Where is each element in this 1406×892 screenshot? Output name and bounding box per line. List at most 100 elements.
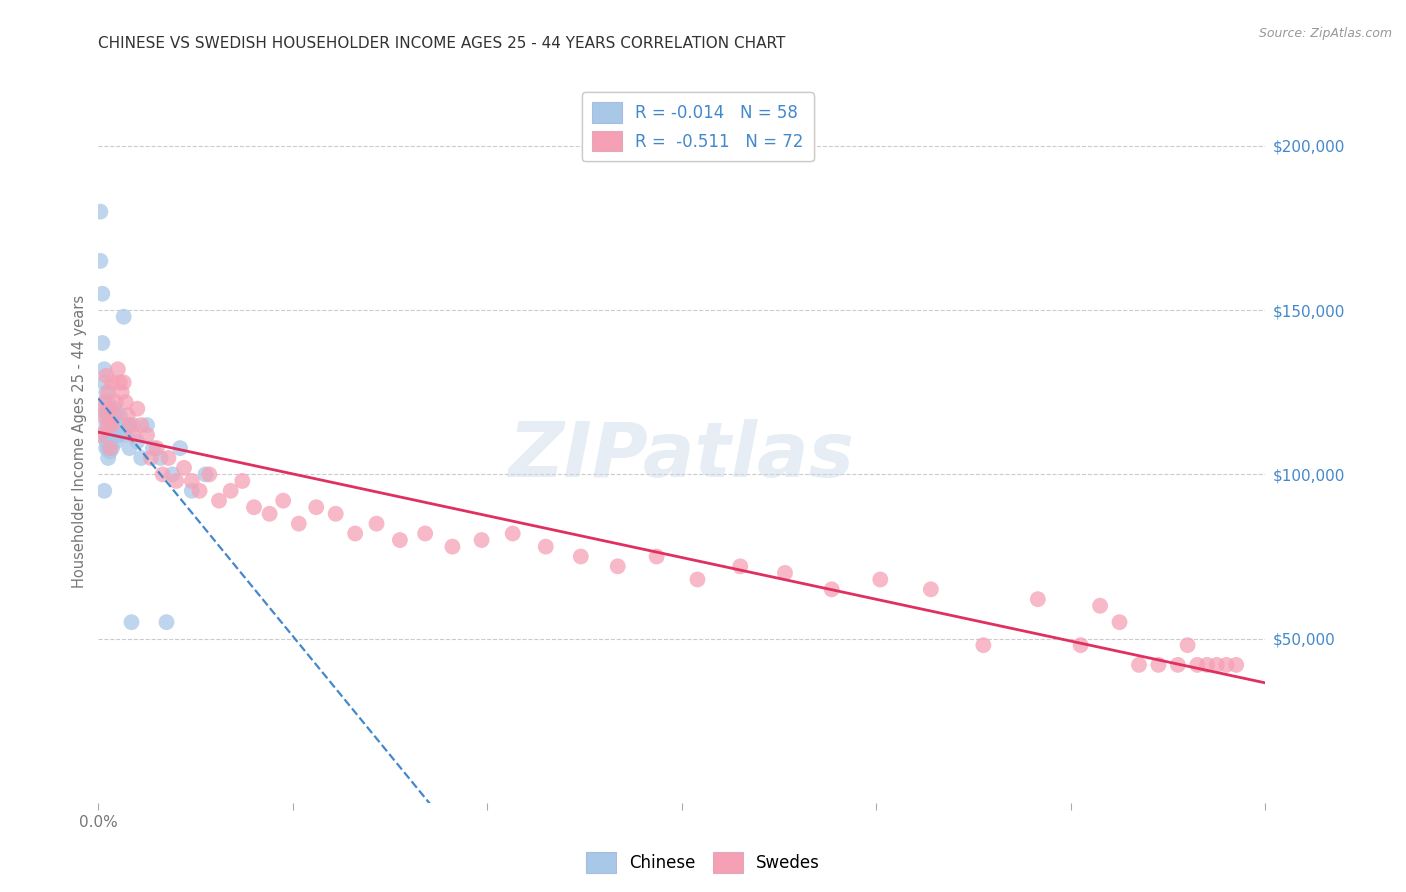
Point — [122, 418, 145, 433]
Point — [259, 507, 281, 521]
Point — [366, 516, 388, 531]
Point — [1167, 657, 1189, 672]
Point — [149, 450, 172, 465]
Point — [98, 441, 121, 455]
Point — [534, 540, 557, 554]
Point — [127, 401, 149, 416]
Point — [1070, 638, 1092, 652]
Point — [1215, 657, 1237, 672]
Point — [101, 428, 124, 442]
Point — [173, 460, 195, 475]
Point — [208, 493, 231, 508]
Point — [98, 401, 121, 416]
Point — [111, 418, 134, 433]
Point — [93, 376, 115, 390]
Point — [112, 310, 135, 324]
Point — [101, 418, 124, 433]
Point — [96, 368, 118, 383]
Point — [118, 441, 141, 455]
Point — [121, 615, 143, 630]
Point — [231, 474, 253, 488]
Legend: R = -0.014   N = 58, R =  -0.511   N = 72: R = -0.014 N = 58, R = -0.511 N = 72 — [582, 92, 814, 161]
Point — [344, 526, 367, 541]
Text: CHINESE VS SWEDISH HOUSEHOLDER INCOME AGES 25 - 44 YEARS CORRELATION CHART: CHINESE VS SWEDISH HOUSEHOLDER INCOME AG… — [98, 36, 786, 51]
Point — [773, 566, 796, 580]
Point — [136, 418, 159, 433]
Point — [97, 395, 120, 409]
Point — [104, 434, 127, 449]
Point — [730, 559, 752, 574]
Point — [108, 428, 131, 442]
Point — [1108, 615, 1130, 630]
Point — [104, 418, 127, 433]
Point — [169, 441, 191, 455]
Point — [103, 428, 125, 442]
Point — [96, 409, 118, 423]
Point — [162, 467, 184, 482]
Point — [194, 467, 217, 482]
Point — [157, 450, 180, 465]
Point — [108, 409, 131, 423]
Point — [114, 428, 136, 442]
Point — [1225, 657, 1247, 672]
Point — [91, 409, 114, 423]
Point — [111, 385, 134, 400]
Point — [96, 428, 118, 442]
Point — [97, 434, 120, 449]
Point — [1088, 599, 1111, 613]
Point — [136, 428, 159, 442]
Point — [103, 409, 125, 423]
Point — [114, 395, 136, 409]
Point — [188, 483, 211, 498]
Point — [155, 615, 177, 630]
Point — [89, 204, 111, 219]
Point — [101, 418, 124, 433]
Point — [97, 425, 120, 439]
Point — [98, 409, 121, 423]
Point — [89, 428, 111, 442]
Text: Source: ZipAtlas.com: Source: ZipAtlas.com — [1258, 27, 1392, 40]
Point — [93, 362, 115, 376]
Point — [1187, 657, 1209, 672]
Point — [93, 483, 115, 498]
Point — [219, 483, 242, 498]
Point — [502, 526, 524, 541]
Point — [129, 450, 152, 465]
Point — [112, 376, 135, 390]
Point — [1195, 657, 1218, 672]
Point — [686, 573, 709, 587]
Point — [96, 418, 118, 433]
Point — [98, 444, 121, 458]
Point — [98, 401, 121, 416]
Point — [180, 483, 202, 498]
Point — [97, 418, 120, 433]
Point — [91, 336, 114, 351]
Point — [920, 582, 942, 597]
Point — [127, 434, 149, 449]
Point — [96, 441, 118, 455]
Point — [152, 467, 174, 482]
Point — [165, 474, 187, 488]
Point — [1147, 657, 1170, 672]
Point — [101, 441, 124, 455]
Legend: Chinese, Swedes: Chinese, Swedes — [579, 846, 827, 880]
Point — [1128, 657, 1150, 672]
Point — [606, 559, 628, 574]
Point — [325, 507, 347, 521]
Point — [96, 385, 118, 400]
Point — [89, 253, 111, 268]
Point — [107, 362, 129, 376]
Text: ZIPatlas: ZIPatlas — [509, 419, 855, 493]
Point — [1026, 592, 1049, 607]
Point — [107, 428, 129, 442]
Point — [821, 582, 844, 597]
Y-axis label: Householder Income Ages 25 - 44 years: Householder Income Ages 25 - 44 years — [72, 295, 87, 588]
Point — [972, 638, 994, 652]
Point — [271, 493, 294, 508]
Point — [91, 286, 114, 301]
Point — [441, 540, 464, 554]
Point — [98, 418, 121, 433]
Point — [93, 395, 115, 409]
Point — [97, 409, 120, 423]
Point — [142, 441, 165, 455]
